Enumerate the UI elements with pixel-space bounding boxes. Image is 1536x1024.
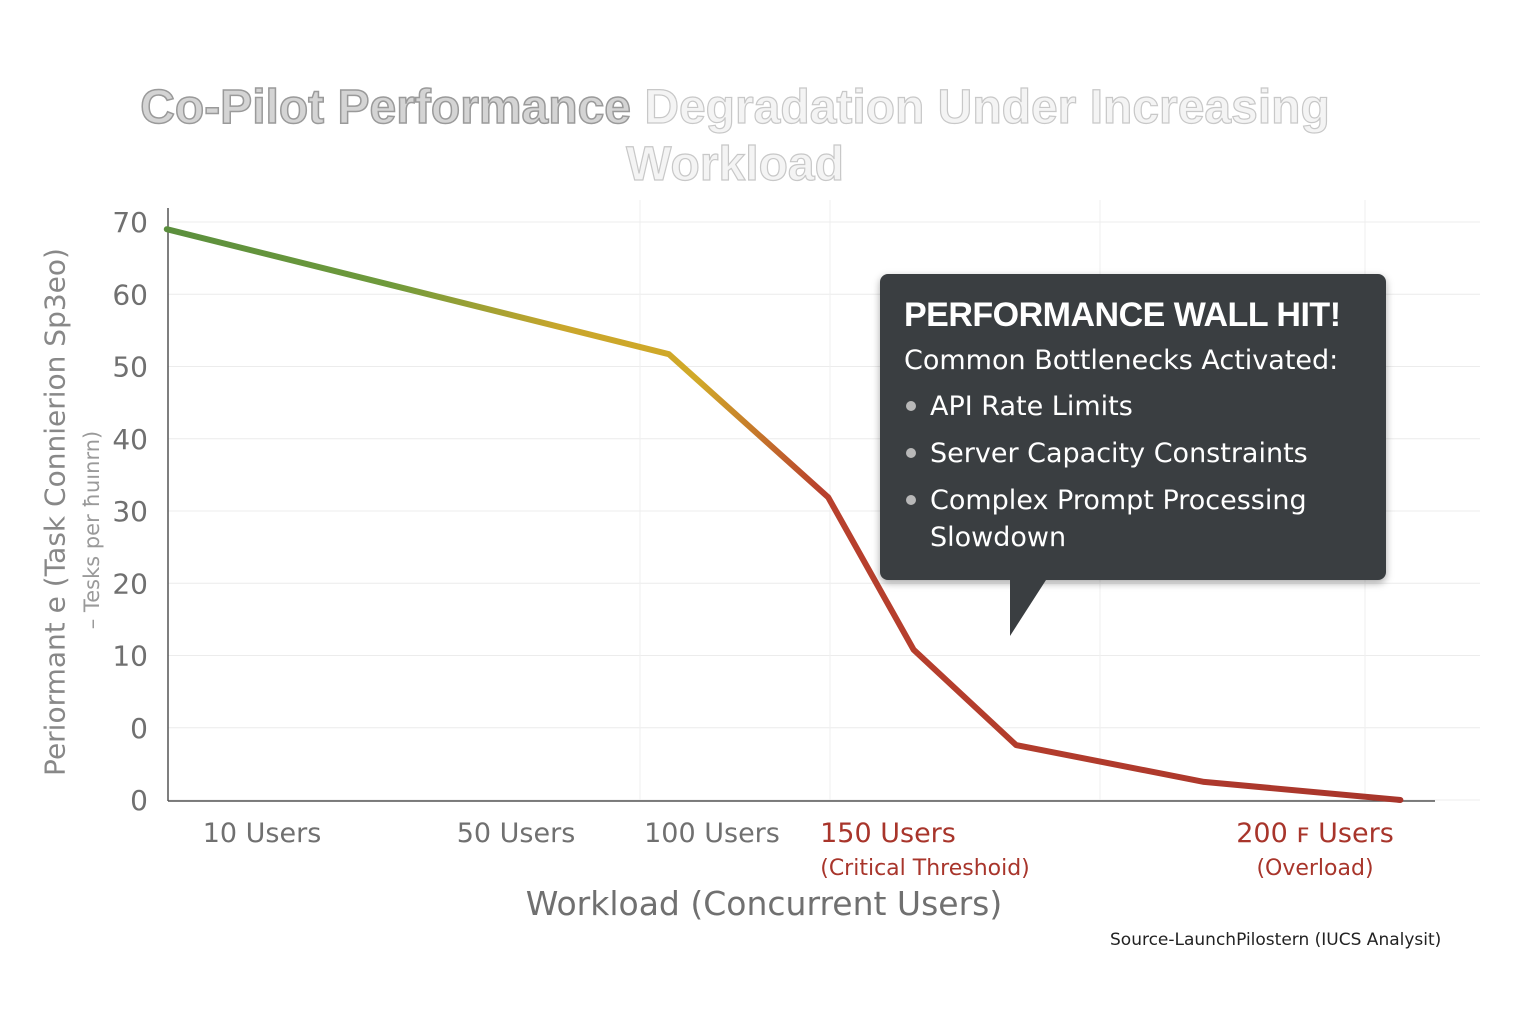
x-tick-label: 50 Users bbox=[457, 818, 576, 849]
x-tick-label: 150 Users bbox=[820, 818, 956, 849]
bottleneck-label: API Rate Limits bbox=[930, 391, 1133, 422]
y-axis-title: Periormant e (Task Connierion Sp3eo) bbox=[38, 248, 72, 776]
y-tick-label: 10 bbox=[112, 640, 148, 673]
x-axis-title: Workload (Concurrent Users) bbox=[525, 884, 1003, 923]
callout-subheading: Common Bottlenecks Activated: bbox=[904, 345, 1339, 376]
chart-title-line2: Workload bbox=[625, 137, 844, 191]
bullet-icon bbox=[906, 495, 916, 505]
bottleneck-item: Server Capacity Constraints bbox=[904, 435, 1362, 472]
callout-pointer bbox=[1010, 580, 1046, 636]
callout-heading: PERFORMANCE WALL HIT! bbox=[904, 296, 1341, 334]
bottleneck-label: Complex Prompt Processing Slowdown bbox=[930, 485, 1307, 553]
x-tick-label: 200 ꜰ Users bbox=[1236, 818, 1394, 849]
bottleneck-item: API Rate Limits bbox=[904, 388, 1362, 425]
x-tick-label: 100 Users bbox=[644, 818, 780, 849]
y-tick-label: 40 bbox=[112, 423, 148, 456]
x-tick-sublabel: (Critical Threshoid) bbox=[820, 856, 1030, 881]
performance-line bbox=[163, 226, 1404, 803]
y-axis-subtitle: – Tesks per ħuınrn) bbox=[80, 430, 104, 630]
bullet-icon bbox=[906, 448, 916, 458]
y-tick-label: 0 bbox=[130, 712, 148, 745]
bottleneck-item: Complex Prompt Processing Slowdown bbox=[904, 482, 1310, 556]
y-tick-label: 50 bbox=[112, 351, 148, 384]
y-tick-label: 60 bbox=[112, 278, 148, 311]
bullet-icon bbox=[906, 401, 916, 411]
y-tick-label: 30 bbox=[112, 495, 148, 528]
y-tick-label: 70 bbox=[112, 206, 148, 239]
bottleneck-list: API Rate Limits Server Capacity Constrai… bbox=[904, 388, 1362, 556]
title-part1: Co-Pilot Performance bbox=[139, 80, 631, 135]
performance-wall-callout: PERFORMANCE WALL HIT! Common Bottlenecks… bbox=[880, 274, 1386, 636]
x-tick-sublabel: (Overload) bbox=[1256, 856, 1373, 881]
bottleneck-label: Server Capacity Constraints bbox=[930, 438, 1308, 469]
y-tick-label: 20 bbox=[112, 567, 148, 600]
source-note: Source-LaunchPilostern (IUCS Analysit) bbox=[1110, 930, 1442, 950]
chart-title-line1: Co-Pilot Performance Degradation Under I… bbox=[0, 80, 1470, 136]
y-tick-label: 0 bbox=[130, 784, 148, 817]
x-tick-label: 10 Users bbox=[203, 818, 322, 849]
title-part2: Degradation Under Increasing bbox=[644, 80, 1331, 134]
